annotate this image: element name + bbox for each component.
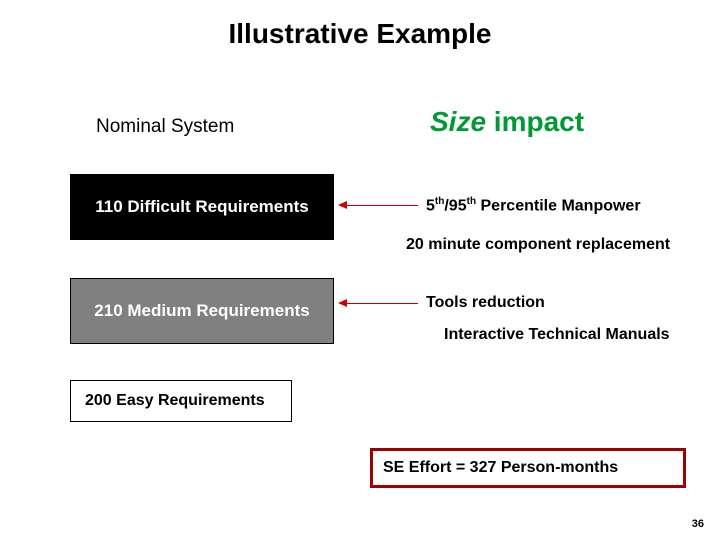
medium-requirements-label: 210 Medium Requirements xyxy=(94,301,309,321)
easy-requirements-box: 200 Easy Requirements xyxy=(70,380,292,422)
page-number: 36 xyxy=(692,518,704,530)
size-impact-italic: Size xyxy=(430,106,486,137)
technical-manuals-annotation: Interactive Technical Manuals xyxy=(444,326,670,344)
anno-text: 5 xyxy=(426,197,435,214)
difficult-requirements-box: 110 Difficult Requirements xyxy=(70,174,334,240)
tools-reduction-annotation: Tools reduction xyxy=(426,294,545,312)
se-effort-label: SE Effort = 327 Person-months xyxy=(383,459,618,477)
difficult-requirements-label: 110 Difficult Requirements xyxy=(95,197,309,217)
arrow-to-medium xyxy=(346,303,418,304)
easy-requirements-label: 200 Easy Requirements xyxy=(85,392,265,410)
percentile-manpower-annotation: 5th/95th Percentile Manpower xyxy=(426,196,641,215)
arrow-to-difficult xyxy=(346,205,418,206)
slide-title: Illustrative Example xyxy=(0,18,720,50)
anno-sup: th xyxy=(467,196,476,207)
component-replacement-annotation: 20 minute component replacement xyxy=(406,236,670,254)
size-impact-heading: Size impact xyxy=(430,106,584,138)
anno-sup: th xyxy=(435,196,444,207)
anno-text: Percentile Manpower xyxy=(476,197,641,214)
medium-requirements-box: 210 Medium Requirements xyxy=(70,278,334,344)
anno-text: /95 xyxy=(444,197,466,214)
size-impact-rest: impact xyxy=(486,106,584,137)
nominal-system-label: Nominal System xyxy=(96,116,234,138)
se-effort-box: SE Effort = 327 Person-months xyxy=(370,448,686,488)
